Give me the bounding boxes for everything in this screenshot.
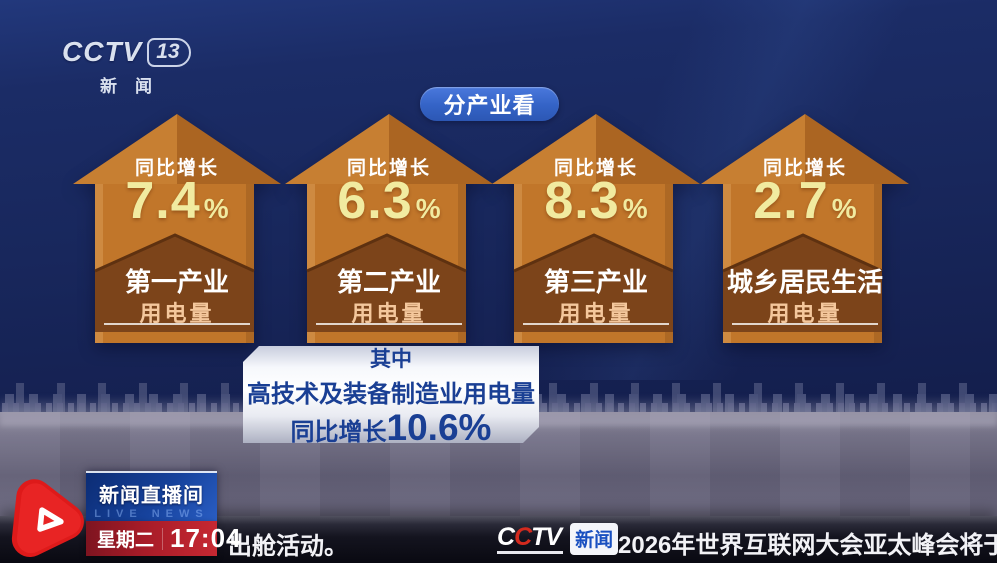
- percent-sign: %: [622, 193, 648, 224]
- percent-sign: %: [415, 193, 441, 224]
- category-label: 第三产业: [543, 267, 648, 297]
- growth-digits: 8.3: [544, 172, 620, 230]
- growth-label: 同比增长: [762, 158, 847, 179]
- callout-growth-value: 10.6%: [386, 407, 492, 448]
- growth-value: 8.3%: [491, 175, 701, 227]
- up-arrow-icon: [701, 114, 909, 343]
- section-title-pill: 分产业看: [420, 87, 559, 121]
- growth-value: 6.3%: [284, 175, 494, 227]
- growth-label: 同比增长: [134, 158, 219, 179]
- industry-arrow-2: 同比增长 6.3% 第二产业 用电量: [284, 111, 494, 345]
- cctv-news-logo: CCTV 新闻: [497, 522, 619, 555]
- highlight-callout: 其中 高技术及装备制造业用电量 同比增长10.6%: [243, 346, 539, 443]
- growth-digits: 6.3: [337, 172, 413, 230]
- sub-label: 用电量: [139, 301, 215, 326]
- channel-number-badge: 13: [147, 37, 191, 67]
- play-button[interactable]: [0, 469, 103, 563]
- industry-arrow-1: 同比增长 7.4% 第一产业 用电量: [72, 111, 282, 345]
- growth-digits: 7.4: [125, 172, 201, 230]
- callout-growth: 同比增长10.6%: [291, 409, 492, 446]
- up-arrow-icon: [492, 114, 700, 343]
- clock-time: 17:04: [170, 523, 242, 553]
- industry-arrow-3: 同比增长 8.3% 第三产业 用电量: [491, 111, 701, 345]
- up-arrow-icon: [285, 114, 493, 343]
- cctv-logo-text: CCTV: [62, 36, 143, 67]
- underline-decor: [732, 323, 878, 325]
- growth-value: 2.7%: [700, 175, 910, 227]
- channel-watermark-row: CCTV 13: [62, 36, 191, 68]
- cctv-logo-letters: CCTV: [497, 522, 564, 555]
- growth-label: 同比增长: [553, 158, 638, 179]
- sub-label: 用电量: [351, 301, 427, 326]
- growth-label: 同比增长: [346, 158, 431, 179]
- category-label: 第二产业: [336, 267, 441, 297]
- ticker-tail-text: 出舱活动。: [228, 533, 348, 560]
- industry-arrow-4: 同比增长 2.7% 城乡居民生活 用电量: [700, 111, 910, 345]
- underline-decor: [316, 323, 462, 325]
- callout-heading: 其中: [370, 348, 412, 371]
- play-icon: [37, 507, 64, 532]
- ticker-headline: 2026年世界互联网大会亚太峰会将于4月: [618, 532, 997, 559]
- section-title-label: 分产业看: [443, 93, 536, 118]
- sub-label: 用电量: [558, 301, 634, 326]
- sub-label: 用电量: [767, 301, 843, 326]
- percent-sign: %: [203, 193, 229, 224]
- program-title-box: 新闻直播间 LIVE NEWS: [86, 471, 217, 523]
- percent-sign: %: [831, 193, 857, 224]
- time-bar: 星期二 17:04: [86, 521, 241, 556]
- time-divider: [162, 527, 164, 550]
- up-arrow-icon: [73, 114, 281, 343]
- underline-decor: [104, 323, 250, 325]
- program-title: 新闻直播间: [99, 485, 204, 507]
- program-subtitle: LIVE NEWS: [94, 508, 209, 520]
- callout-category: 高技术及装备制造业用电量: [247, 381, 535, 408]
- channel-watermark: CCTV 13 新闻: [62, 36, 191, 97]
- category-label: 城乡居民生活: [726, 267, 883, 297]
- underline-decor: [523, 323, 669, 325]
- weekday-label: 星期二: [97, 530, 155, 551]
- growth-digits: 2.7: [753, 172, 829, 230]
- channel-name-label: 新闻: [100, 77, 170, 96]
- category-label: 第一产业: [124, 267, 229, 297]
- cctv-news-channel-tag: 新闻: [570, 523, 619, 555]
- cctv-red-c: C: [514, 522, 532, 551]
- callout-growth-prefix: 同比增长: [290, 419, 387, 446]
- growth-value: 7.4%: [72, 175, 282, 227]
